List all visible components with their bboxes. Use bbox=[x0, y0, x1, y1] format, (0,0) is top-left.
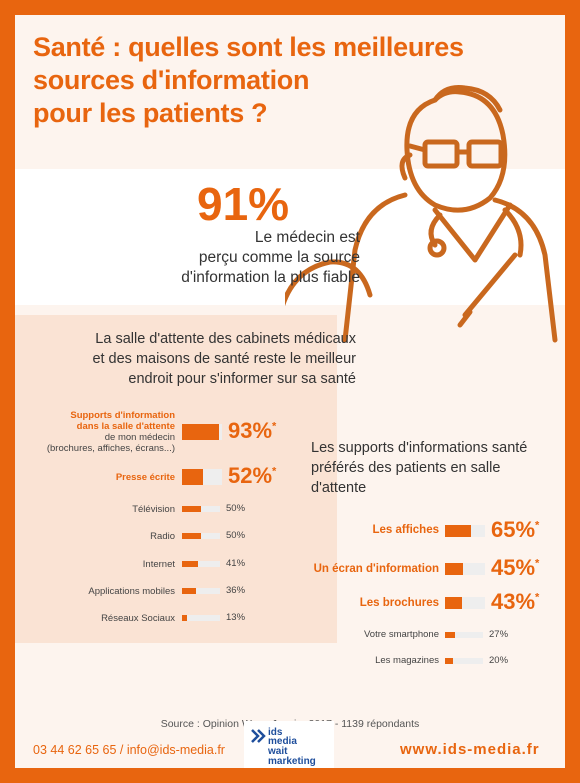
chart2-bar bbox=[445, 658, 453, 664]
chart2-title-line-1: Les supports d'informations santé bbox=[311, 440, 528, 456]
logo-line-4: marketing bbox=[268, 756, 316, 767]
logo-mark-icon bbox=[251, 729, 266, 743]
chart1-label-2: Télévision bbox=[132, 504, 175, 515]
website-link: www.ids-media.fr bbox=[400, 741, 540, 758]
chart2-title-line-3: d'attente bbox=[311, 480, 367, 496]
hero-percent: 91% bbox=[197, 178, 290, 230]
chart1-track bbox=[182, 615, 220, 621]
title-line-3: pour les patients ? bbox=[33, 98, 268, 128]
title-line-1: Santé : quelles sont les meilleures bbox=[33, 32, 464, 62]
chart1-label-3: Radio bbox=[150, 531, 175, 542]
page-title: Santé : quelles sont les meilleures sour… bbox=[33, 31, 553, 130]
chart2-value-label: 43%* bbox=[491, 589, 540, 614]
chart2-label-3: Votre smartphone bbox=[364, 629, 439, 640]
hero-line-3: d'information la plus fiable bbox=[181, 269, 360, 286]
chart1-label-0: Supports d'information dans la salle d'a… bbox=[35, 410, 175, 454]
chart1-label-5: Applications mobiles bbox=[88, 586, 175, 597]
chart2-footnote-mark: * bbox=[535, 557, 540, 570]
salle-line-2: et des maisons de santé reste le meilleu… bbox=[92, 351, 356, 367]
chart2-footnote-mark: * bbox=[535, 519, 540, 532]
chart1-value-label: 41% bbox=[226, 558, 246, 569]
chart2-bar bbox=[445, 525, 471, 537]
salle-line-3: endroit pour s'informer sur sa santé bbox=[128, 371, 356, 387]
chart2-bar bbox=[445, 597, 463, 609]
chart2-bar bbox=[445, 632, 456, 638]
contact-info: 03 44 62 65 65 / info@ids-media.fr bbox=[33, 743, 225, 757]
chart2-title-line-2: préférés des patients en salle bbox=[311, 460, 501, 476]
chart1-bar bbox=[182, 588, 196, 594]
logo-text-bottom: wait marketing bbox=[268, 747, 316, 767]
chart1-footnote-mark: * bbox=[272, 465, 277, 478]
chart1-value-label: 93%* bbox=[228, 418, 277, 443]
salle-heading: La salle d'attente des cabinets médicaux… bbox=[31, 329, 356, 389]
chart1-value-label: 52%* bbox=[228, 463, 277, 488]
chart1-track bbox=[182, 561, 220, 567]
infographic-sheet: Santé : quelles sont les meilleures sour… bbox=[15, 15, 565, 768]
chart1-track bbox=[182, 506, 220, 512]
chart1-label-0-line-4: (brochures, affiches, écrans...) bbox=[46, 443, 175, 454]
ids-media-logo-icon: ids media wait marketing bbox=[244, 721, 334, 768]
chart1-label-0-line-3: de mon médecin bbox=[104, 432, 175, 443]
chart1-value-label: 50% bbox=[226, 530, 246, 541]
salle-line-1: La salle d'attente des cabinets médicaux bbox=[95, 331, 356, 347]
chart1-label-0-line-2: dans la salle d'attente bbox=[76, 421, 175, 432]
chart1-footnote-mark: * bbox=[272, 420, 277, 433]
chart2-track bbox=[445, 658, 483, 664]
chart1-label-4: Internet bbox=[142, 559, 175, 570]
chart2-value-label: 20% bbox=[489, 655, 509, 666]
chart2-footnote-mark: * bbox=[535, 591, 540, 604]
chart1-value-label: 36% bbox=[226, 585, 246, 596]
hero-line-2: perçu comme la source bbox=[198, 249, 360, 266]
chart2-value-label: 27% bbox=[489, 629, 509, 640]
chart1-label-6: Réseaux Sociaux bbox=[101, 613, 175, 624]
chart1-bar bbox=[182, 469, 203, 485]
chart2-value-label: 65%* bbox=[491, 517, 540, 542]
chart1-bar bbox=[182, 424, 220, 440]
logo-line-2: media bbox=[268, 736, 297, 747]
logo-line-1: ids bbox=[268, 727, 283, 738]
chart1-value-label: 13% bbox=[226, 612, 246, 623]
salle-panel bbox=[15, 315, 337, 643]
chart1-track bbox=[182, 533, 220, 539]
hero-line-1: Le médecin est bbox=[254, 229, 360, 246]
chart2-label-2: Les brochures bbox=[359, 597, 439, 609]
chart1-bar bbox=[182, 561, 198, 567]
chart2-bar bbox=[445, 563, 463, 575]
doctor-illustration-icon bbox=[285, 85, 558, 343]
chart1-label-0-line-1: Supports d'information bbox=[70, 410, 175, 421]
chart1-track bbox=[182, 588, 220, 594]
chart2-track bbox=[445, 632, 483, 638]
chart2-label-4: Les magazines bbox=[375, 655, 439, 666]
hero-text: Le médecin est perçu comme la source d'i… bbox=[115, 228, 360, 288]
logo-line-3: wait bbox=[268, 746, 288, 757]
chart1-label-1: Presse écrite bbox=[115, 472, 175, 483]
logo-text-top: ids media bbox=[268, 727, 297, 747]
chart1-bar bbox=[182, 615, 187, 621]
chart2-label-0: Les affiches bbox=[372, 524, 439, 536]
title-line-2: sources d'information bbox=[33, 65, 310, 95]
chart2-title: Les supports d'informations santé préfér… bbox=[311, 438, 556, 498]
chart2-label-1: Un écran d'information bbox=[313, 563, 439, 575]
chart1-bar bbox=[182, 506, 201, 512]
hero-band bbox=[15, 169, 565, 305]
chart2-value-label: 45%* bbox=[491, 555, 540, 580]
chart1-value-label: 50% bbox=[226, 503, 246, 514]
chart1-bar bbox=[182, 533, 201, 539]
